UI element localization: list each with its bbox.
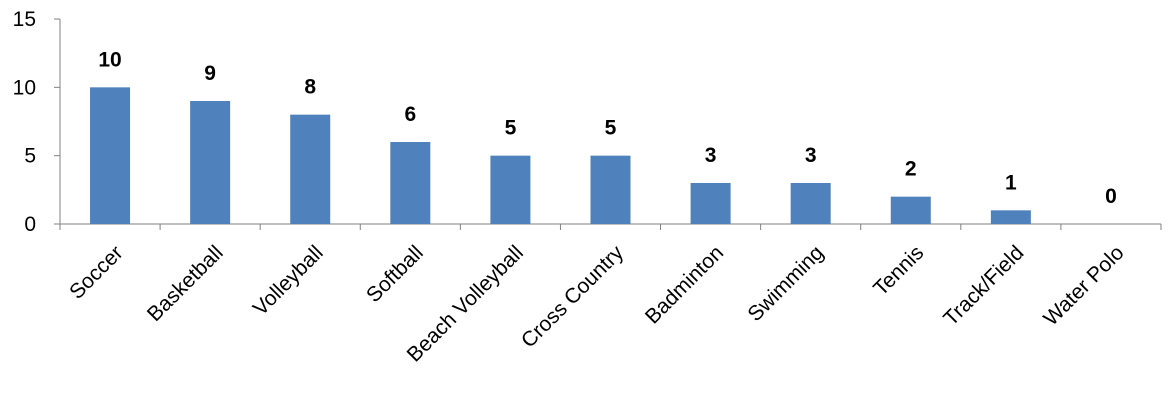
data-label: 1 <box>1005 171 1017 194</box>
category-label: Badminton <box>641 241 728 328</box>
bar <box>190 101 231 224</box>
data-label: 5 <box>505 117 517 140</box>
bar <box>690 183 731 224</box>
data-label: 10 <box>98 48 121 71</box>
bar <box>990 210 1031 224</box>
bar <box>390 142 431 224</box>
data-label: 3 <box>705 144 717 167</box>
data-label: 2 <box>905 158 917 181</box>
category-label: Soccer <box>65 241 127 303</box>
data-label: 3 <box>805 144 817 167</box>
category-label: Tennis <box>869 241 928 300</box>
bar <box>290 114 331 224</box>
category-label: Volleyball <box>249 241 328 320</box>
data-label: 0 <box>1105 185 1117 208</box>
y-axis: 0 5 10 15 <box>13 8 61 236</box>
bar <box>590 155 631 224</box>
data-label: 5 <box>605 117 617 140</box>
bar <box>90 87 131 224</box>
bars <box>90 87 1031 224</box>
y-tick-label: 10 <box>13 76 36 99</box>
category-label: Swimming <box>743 241 828 326</box>
bar <box>890 196 931 224</box>
y-tick-label: 5 <box>24 145 36 168</box>
category-label: Cross Country <box>517 241 629 353</box>
y-tick-label: 15 <box>13 8 36 31</box>
data-label: 6 <box>404 103 416 126</box>
x-axis <box>59 223 1162 230</box>
category-label: Track/Field <box>939 241 1028 330</box>
category-label: Softball <box>362 241 428 307</box>
category-label: Basketball <box>143 241 228 326</box>
data-label: 8 <box>304 76 316 99</box>
category-label: Water Polo <box>1039 241 1128 330</box>
data-label: 9 <box>204 62 216 85</box>
category-labels: Soccer Basketball Volleyball SoftballBeach … <box>65 241 1128 367</box>
y-tick-label: 0 <box>24 213 36 236</box>
bar <box>790 183 831 224</box>
bar <box>490 155 531 224</box>
